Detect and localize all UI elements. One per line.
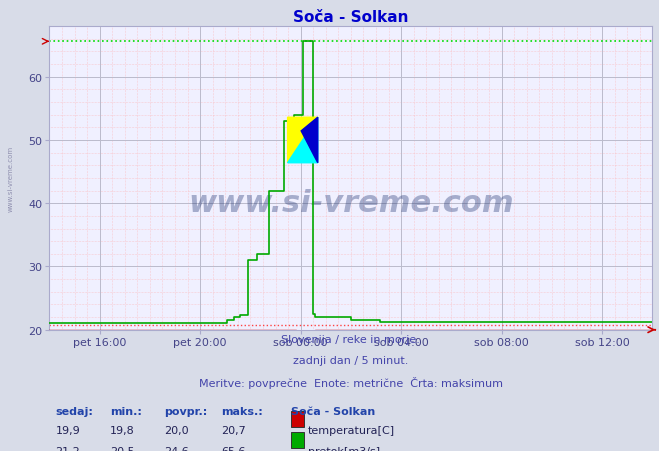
Polygon shape xyxy=(301,118,318,163)
Bar xyxy=(291,411,304,427)
Text: 20,7: 20,7 xyxy=(221,426,246,436)
Text: 24,6: 24,6 xyxy=(164,446,188,451)
Text: 65,6: 65,6 xyxy=(221,446,246,451)
Text: povpr.:: povpr.: xyxy=(164,406,207,416)
Text: 21,2: 21,2 xyxy=(55,446,80,451)
Text: www.si-vreme.com: www.si-vreme.com xyxy=(7,146,13,212)
Text: 19,8: 19,8 xyxy=(109,426,134,436)
Text: maks.:: maks.: xyxy=(221,406,263,416)
Text: zadnji dan / 5 minut.: zadnji dan / 5 minut. xyxy=(293,355,409,366)
Text: Slovenija / reke in morje.: Slovenija / reke in morje. xyxy=(281,335,420,345)
Text: min.:: min.: xyxy=(109,406,142,416)
Text: sedaj:: sedaj: xyxy=(55,406,94,416)
Polygon shape xyxy=(287,118,318,163)
Text: 19,9: 19,9 xyxy=(55,426,80,436)
Text: pretok[m3/s]: pretok[m3/s] xyxy=(308,446,380,451)
Text: Meritve: povprečne  Enote: metrične  Črta: maksimum: Meritve: povprečne Enote: metrične Črta:… xyxy=(199,377,503,389)
Text: www.si-vreme.com: www.si-vreme.com xyxy=(188,188,514,217)
Text: 20,5: 20,5 xyxy=(109,446,134,451)
Bar xyxy=(291,433,304,448)
Text: temperatura[C]: temperatura[C] xyxy=(308,426,395,436)
Text: Soča - Solkan: Soča - Solkan xyxy=(291,406,375,416)
Polygon shape xyxy=(287,118,318,163)
Title: Soča - Solkan: Soča - Solkan xyxy=(293,9,409,24)
Text: 20,0: 20,0 xyxy=(164,426,188,436)
